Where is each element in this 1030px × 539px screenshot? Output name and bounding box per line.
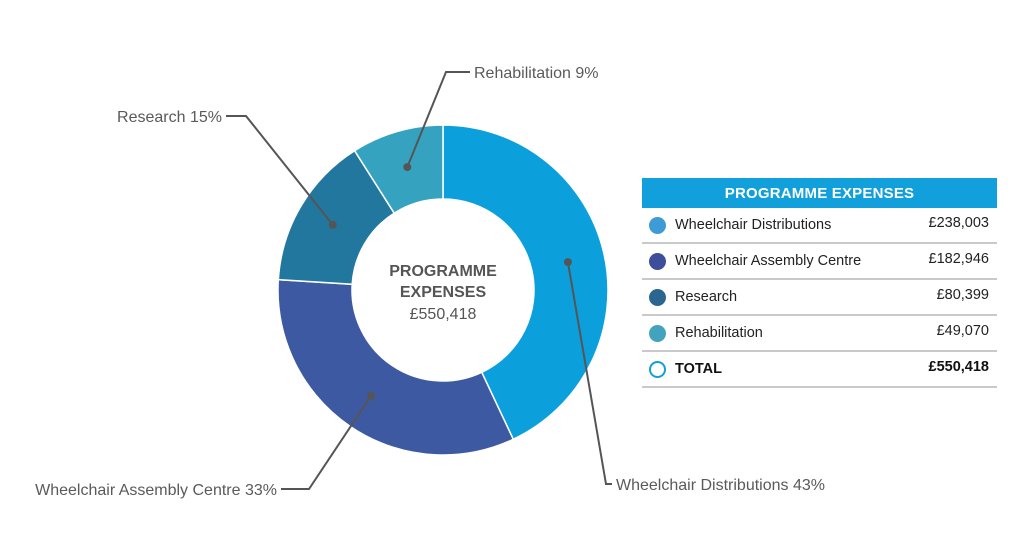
callout-label: Rehabilitation 9% — [474, 65, 599, 82]
callout-label: Wheelchair Assembly Centre 33% — [35, 482, 277, 499]
callout-dot — [563, 258, 572, 267]
row-label: Research — [675, 289, 738, 305]
donut-slices — [277, 124, 609, 456]
row-label: Wheelchair Assembly Centre — [675, 253, 862, 269]
expenses-table: PROGRAMME EXPENSES Wheelchair Distributi… — [642, 178, 997, 388]
center-title-line1: PROGRAMME — [389, 263, 497, 280]
legend-dot — [649, 217, 666, 234]
callout-label: Wheelchair Distributions 43% — [616, 477, 825, 494]
table-row: Wheelchair Distributions £238,003 — [642, 208, 997, 244]
table-header: PROGRAMME EXPENSES — [642, 178, 997, 208]
center-total-value: £550,418 — [410, 306, 477, 323]
callout-dot — [328, 220, 337, 229]
slice-wheelchair-assembly-centre — [277, 278, 515, 456]
table-total-row: TOTAL £550,418 — [642, 352, 997, 388]
callout-line — [566, 261, 612, 485]
row-value: £49,070 — [936, 323, 989, 339]
legend-dot — [649, 289, 666, 306]
total-label: TOTAL — [675, 361, 722, 377]
row-label: Wheelchair Distributions — [675, 217, 832, 233]
table-row: Research £80,399 — [642, 280, 997, 316]
center-title-line2: EXPENSES — [400, 284, 487, 301]
callout-line — [406, 71, 470, 168]
total-value: £550,418 — [928, 359, 989, 375]
callout-line — [281, 395, 372, 490]
legend-dot — [649, 325, 666, 342]
callout-dot — [367, 391, 376, 400]
row-value: £80,399 — [936, 287, 989, 303]
callout-label: Research 15% — [117, 109, 222, 126]
callout-dot — [403, 163, 412, 172]
row-label: Rehabilitation — [675, 325, 763, 341]
row-value: £182,946 — [928, 251, 989, 267]
table-row: Wheelchair Assembly Centre £182,946 — [642, 244, 997, 280]
slice-rehabilitation — [353, 124, 444, 215]
callout-line — [226, 115, 334, 226]
legend-dot — [649, 253, 666, 270]
total-ring-icon — [649, 361, 666, 378]
table-row: Rehabilitation £49,070 — [642, 316, 997, 352]
row-value: £238,003 — [928, 215, 989, 231]
callouts: Wheelchair Distributions 43% Wheelchair A… — [35, 65, 825, 499]
slice-wheelchair-distributions — [442, 124, 609, 441]
